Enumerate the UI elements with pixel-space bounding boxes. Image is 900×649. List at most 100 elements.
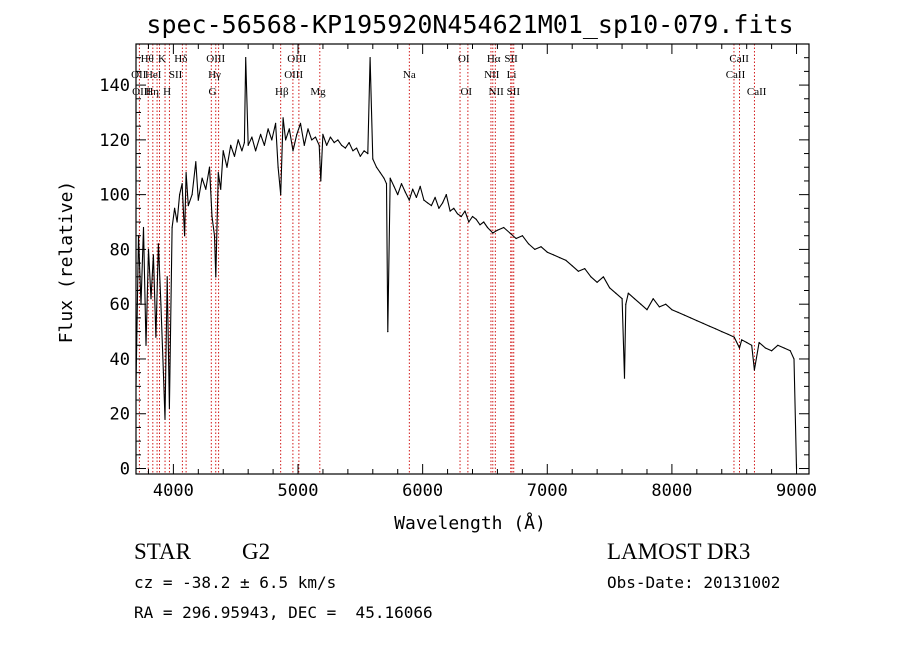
survey-name: LAMOST DR3 <box>607 539 751 564</box>
plot-frame <box>135 43 810 475</box>
spectrum-data-point <box>363 150 365 152</box>
spectrum-data-point <box>179 194 181 196</box>
coordinates-text: RA = 296.95943, DEC = 45.16066 <box>134 603 433 622</box>
spectrum-data-point <box>677 311 679 313</box>
spectrum-data-point <box>445 194 447 196</box>
spectrum-data-point <box>387 331 389 333</box>
y-tick-label: 120 <box>99 131 130 151</box>
spectrum-data-point <box>164 418 166 420</box>
x-tick-label: 8000 <box>651 481 692 501</box>
spectrum-data-point <box>185 172 187 174</box>
spectrum-data-point <box>471 215 474 218</box>
spectrum-data-point <box>671 309 673 311</box>
spectrum-data-point <box>552 254 555 256</box>
spectrum-data-point <box>419 185 421 187</box>
spectrum-data-point <box>456 213 459 215</box>
y-tick-label: 100 <box>99 186 130 206</box>
spectral-line-label: HeI <box>145 69 162 81</box>
spectrum-data-point <box>217 172 219 174</box>
spectral-line-label: H <box>163 86 171 98</box>
spectrum-data-point <box>195 161 197 163</box>
spectral-line-label: K <box>158 53 166 65</box>
spectrum-data-point <box>627 292 629 294</box>
x-tick-label: 5000 <box>278 481 319 501</box>
spectrum-data-point <box>528 243 530 245</box>
spectrum-data-point <box>372 158 374 160</box>
spectral-line-label: OIII <box>287 53 306 65</box>
spectrum-data-point <box>337 139 339 141</box>
spectrum-data-point <box>299 122 302 124</box>
spectrum-data-point <box>771 350 773 352</box>
spectrum-data-point <box>696 320 698 322</box>
spectrum-data-point <box>285 139 287 141</box>
spectrum-data-point <box>596 281 598 283</box>
spectrum-data-point <box>702 322 704 324</box>
spectrum-data-point <box>559 257 561 259</box>
spectrum-data-point <box>683 314 686 316</box>
spectrum-data-point <box>267 128 269 130</box>
spectrum-data-point <box>646 309 648 311</box>
spectrum-data-point <box>658 306 661 308</box>
redshift-text: cz = -38.2 ± 6.5 km/s <box>134 573 337 592</box>
spectral-line-label: SII <box>169 69 183 81</box>
spectrum-data-point <box>367 153 369 155</box>
spectrum-data-point <box>615 292 617 294</box>
spectrum-data-point <box>247 144 249 146</box>
spectral-line-label: Hδ <box>174 53 187 65</box>
y-tick-label: 40 <box>110 350 130 370</box>
spectrum-data-point <box>150 298 152 300</box>
spectrum-data-point <box>602 276 605 278</box>
spectrum-data-point <box>344 147 346 149</box>
spectrum-data-point <box>389 177 391 179</box>
spectrum-data-point <box>152 254 154 256</box>
spectrum-data-point <box>404 191 406 193</box>
spectrum-data-point <box>727 333 729 335</box>
spectrum-data-point <box>263 144 265 146</box>
spectrum-data-point <box>341 144 343 146</box>
spectrum-data-point <box>181 183 183 185</box>
x-tick-label: 6000 <box>402 481 443 501</box>
spectrum-data-point <box>356 147 358 149</box>
spectrum-data-point <box>721 331 723 333</box>
spectral-line-labels: Hθ OII OIII K HeI Hη SII H Hδ OIII Hγ G OIII OIII Hβ Mg… <box>131 53 767 98</box>
spectrum-data-point <box>320 180 322 182</box>
chart-title: spec-56568-KP195920N454621M01_sp10-079.f… <box>146 10 793 39</box>
spectrum-data-point <box>215 276 217 278</box>
spectrum-data-point <box>453 207 455 209</box>
spectral-line-label: G <box>209 86 217 98</box>
y-tick-label: 60 <box>110 295 130 315</box>
spectrum-data-point <box>226 166 228 168</box>
y-tick-label: 80 <box>110 240 130 260</box>
spectral-line-label: OII <box>131 69 147 81</box>
spectrum-data-point <box>318 144 320 146</box>
spectrum-data-point <box>509 232 511 234</box>
spectrum-data-point <box>385 183 388 185</box>
spectrum-data-point <box>460 215 462 218</box>
spectrum-data-point <box>155 336 157 338</box>
spectrum-data-point <box>184 235 186 237</box>
spectral-line-label: SII <box>507 86 521 98</box>
spectrum-data-point <box>793 358 795 360</box>
spectrum-data-point <box>479 224 481 226</box>
spectrum-data-point <box>430 205 432 207</box>
spectrum-data-point <box>142 226 145 229</box>
spectrum-data-point <box>162 372 164 374</box>
spectrum-data-point <box>280 194 282 196</box>
spectrum-data-point <box>168 407 170 409</box>
spectrum-data-point <box>243 142 245 144</box>
spectral-line-label: OIII <box>132 86 151 98</box>
spectral-line-markers <box>138 44 755 474</box>
y-tick-label: 20 <box>110 405 130 425</box>
spectral-line-label: NII <box>484 69 500 81</box>
spectrum-data-point <box>379 172 381 174</box>
x-tick-label: 7000 <box>527 481 568 501</box>
spectrum-data-point <box>383 177 385 179</box>
spectrum-trace <box>135 57 798 470</box>
spectrum-data-point <box>375 166 378 168</box>
spectrum-data-point <box>623 377 626 379</box>
spectrum-data-point <box>783 347 785 349</box>
spectrum-data-point <box>708 325 710 327</box>
spectrum-data-point <box>397 194 399 196</box>
spectrum-data-point <box>438 207 440 209</box>
spectrum-data-point <box>208 166 211 168</box>
